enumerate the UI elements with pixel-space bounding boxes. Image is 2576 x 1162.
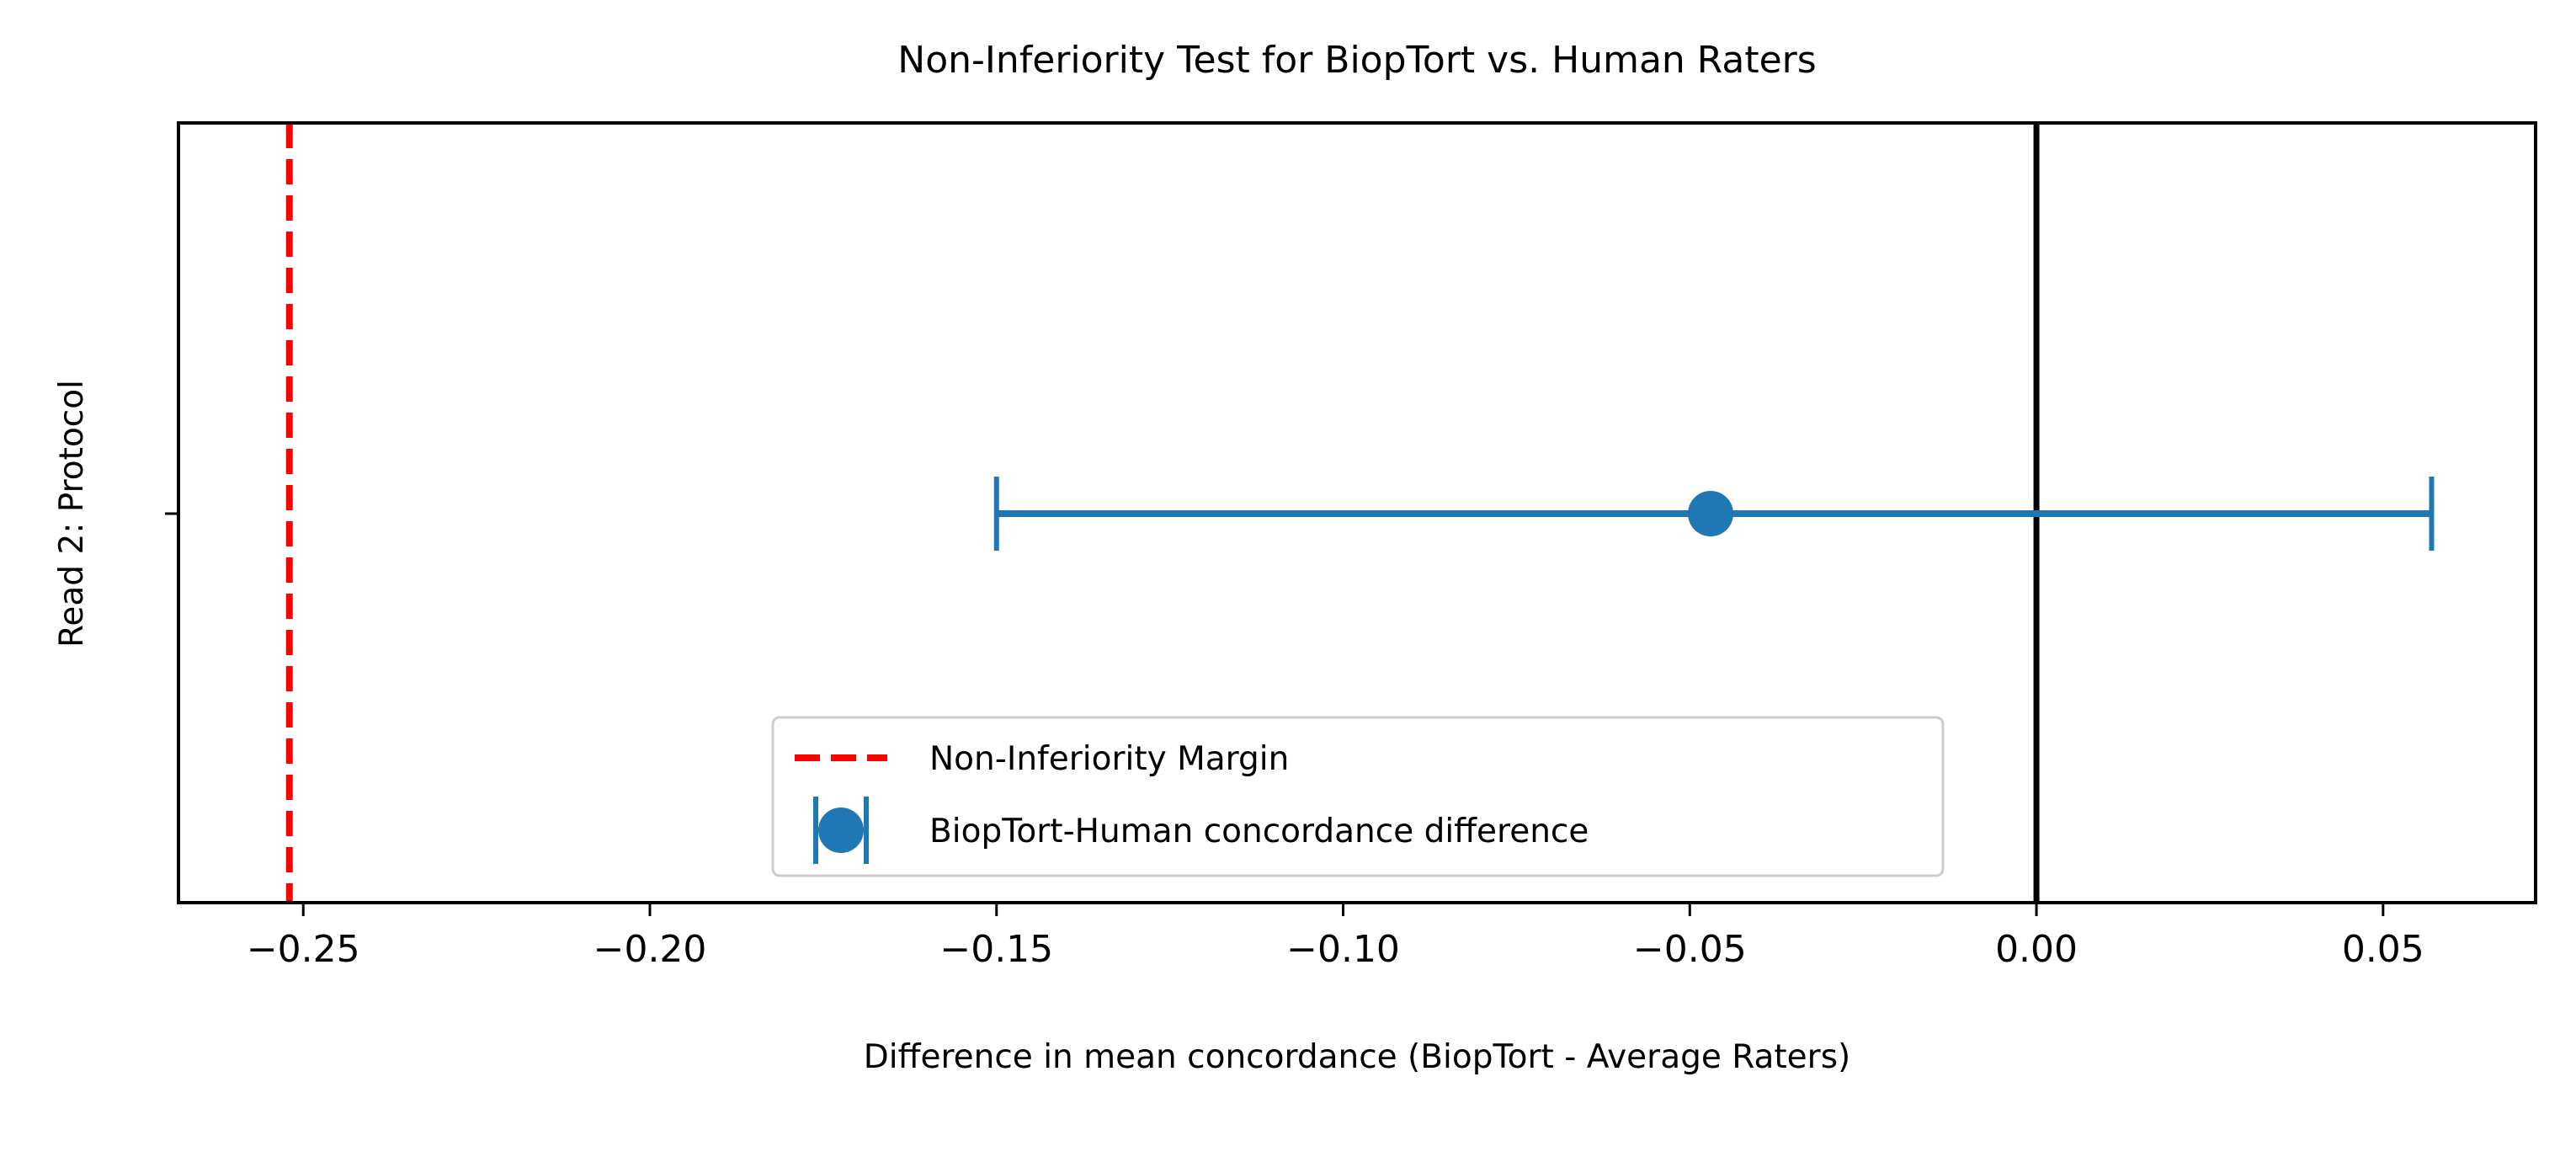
- legend-swatch-marker: [818, 808, 864, 853]
- data-point: [1688, 491, 1733, 536]
- legend: Non-Inferiority Margin BiopTort-Human con…: [771, 716, 1945, 877]
- x-tick-label: −0.20: [593, 928, 707, 971]
- legend-label: BiopTort-Human concordance difference: [929, 813, 1589, 850]
- x-tick-label: 0.00: [1995, 928, 2078, 971]
- x-tick-label: 0.05: [2342, 928, 2424, 971]
- x-axis-ticks: −0.25 −0.20 −0.15 −0.10 −0.05 0.00 0.05: [247, 903, 2424, 971]
- x-tick-label: −0.05: [1633, 928, 1747, 971]
- chart-title: Non-Inferiority Test for BiopTort vs. Hu…: [897, 39, 1816, 82]
- legend-label: Non-Inferiority Margin: [929, 740, 1289, 778]
- x-axis-label: Difference in mean concordance (BiopTort…: [864, 1038, 1851, 1076]
- legend-box: [771, 716, 1945, 877]
- x-tick-label: −0.15: [939, 928, 1053, 971]
- x-tick-label: −0.10: [1286, 928, 1400, 971]
- y-axis-label: Read 2: Protocol: [53, 380, 91, 648]
- x-tick-label: −0.25: [247, 928, 360, 971]
